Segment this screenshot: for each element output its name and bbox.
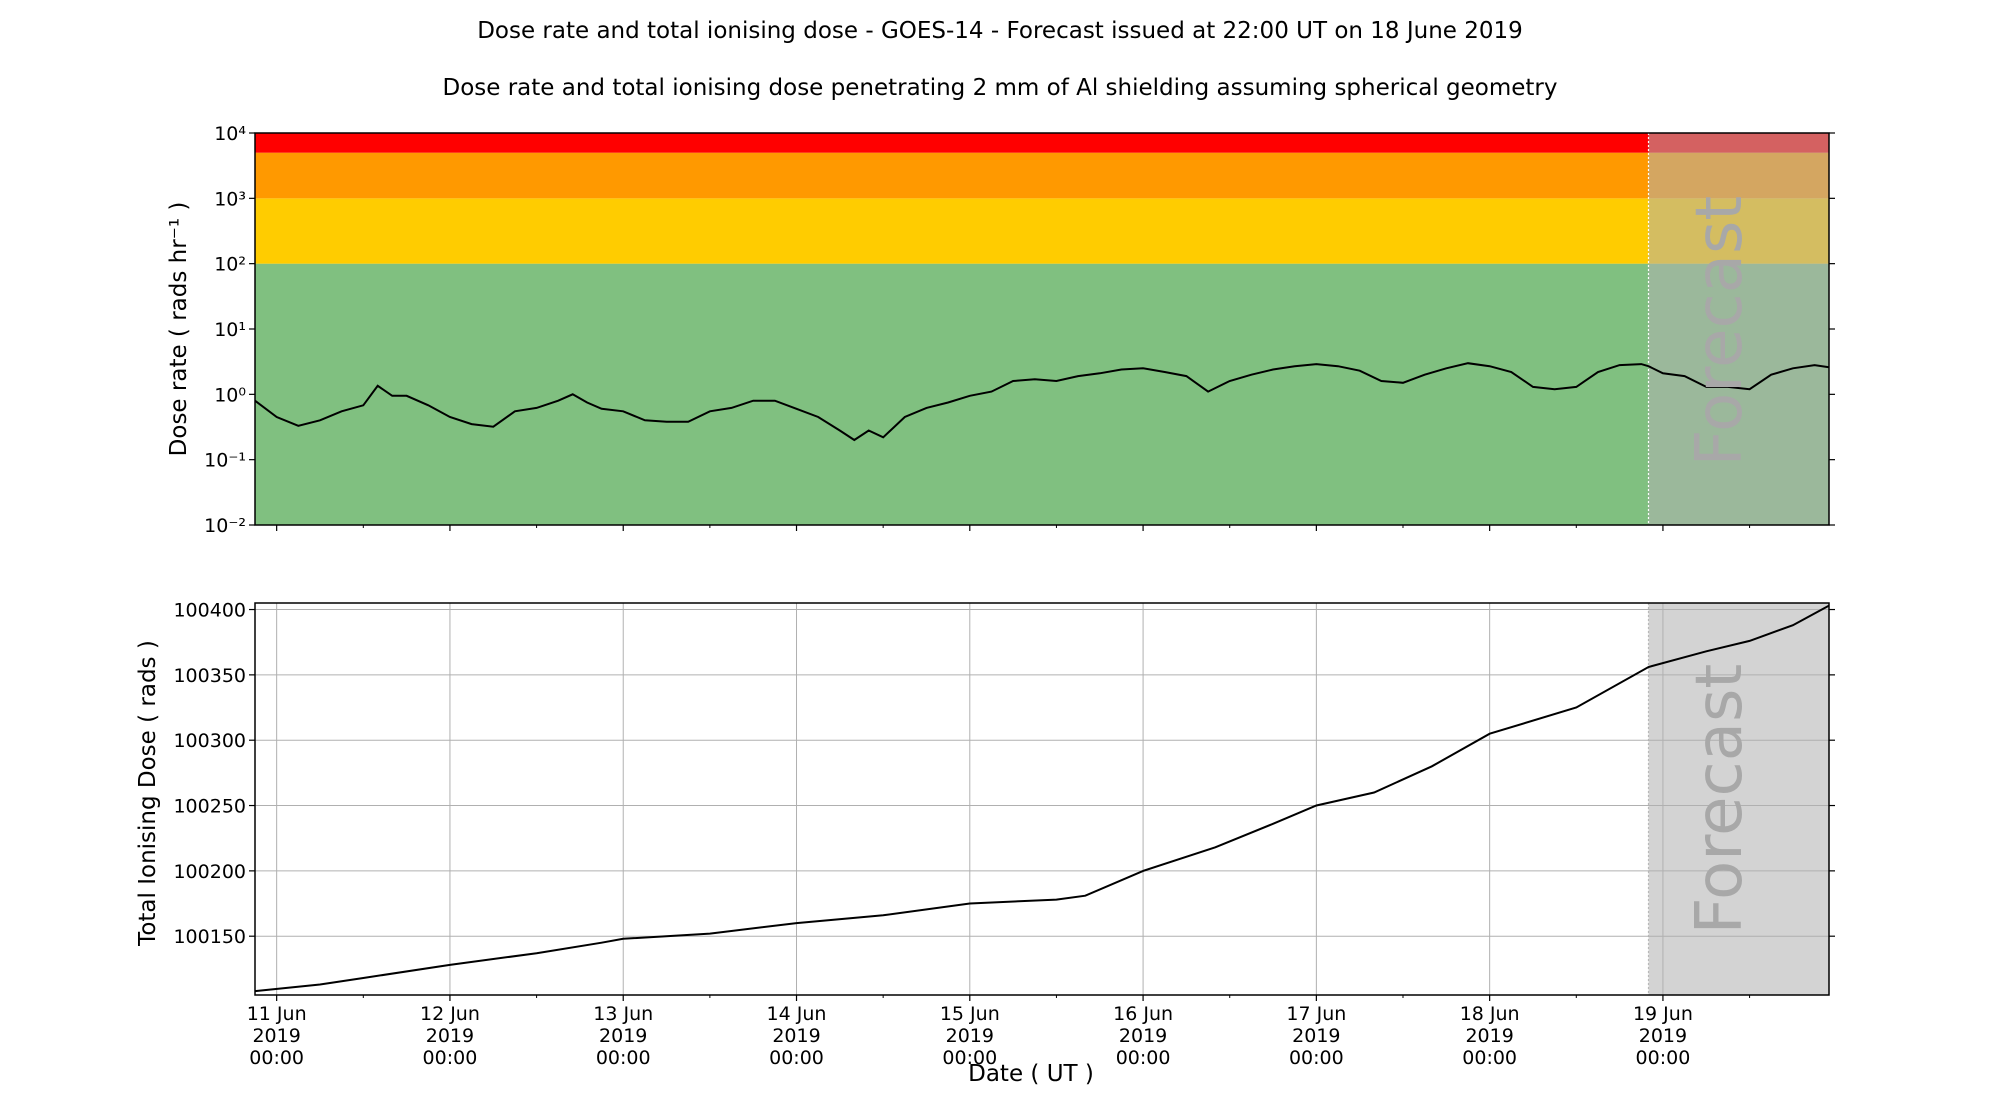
x-tick-label: 13 Jun 2019 00:00: [593, 1003, 653, 1069]
dose-rate-y-tick-label: 10⁻²: [204, 515, 246, 537]
total-dose-y-tick-label: 100150: [173, 926, 246, 948]
dose-rate-y-tick-label: 10¹: [214, 319, 246, 341]
band-yellow: [255, 198, 1829, 264]
chart-title: Dose rate and total ionising dose - GOES…: [477, 18, 1523, 44]
total-dose-y-tick-label: 100250: [173, 796, 246, 818]
dose-rate-y-tick-label: 10³: [214, 188, 246, 210]
x-tick-label: 17 Jun 2019 00:00: [1286, 1003, 1346, 1069]
total-dose-frame: [254, 602, 1830, 996]
dose-rate-y-tick-label: 10⁰: [214, 384, 246, 406]
total-dose-plot: 100150 100200 100250 100300 100350 100400 11 J…: [173, 600, 1835, 1069]
total-dose-y-tick-label: 100350: [173, 665, 246, 687]
dose-rate-y-tick-label: 10⁴: [214, 123, 246, 145]
forecast-shade-bottom: [1648, 603, 1829, 995]
x-axis-label: Date ( UT ): [968, 1061, 1094, 1087]
band-green: [255, 263, 1829, 525]
x-tick-label: 18 Jun 2019 00:00: [1460, 1003, 1520, 1069]
dose-rate-y-tick-label: 10⁻¹: [204, 450, 246, 472]
x-tick-label: 19 Jun 2019 00:00: [1633, 1003, 1693, 1069]
forecast-shade-top: [1648, 133, 1829, 525]
dose-rate-y-axis-label: Dose rate ( rads hr⁻¹ ): [166, 202, 192, 457]
forecast-label-bottom: Forecast: [1683, 664, 1757, 935]
forecast-label-top: Forecast: [1683, 196, 1757, 467]
total-dose-series-line: [254, 604, 1830, 993]
band-red: [255, 133, 1829, 153]
x-tick-label: 15 Jun 2019 00:00: [940, 1003, 1000, 1069]
dose-rate-y-tick-label: 10²: [214, 254, 246, 276]
dose-rate-frame: [254, 132, 1830, 526]
chart-subtitle: Dose rate and total ionising dose penetr…: [442, 75, 1558, 101]
x-tick-label: 14 Jun 2019 00:00: [767, 1003, 827, 1069]
x-tick-label: 12 Jun 2019 00:00: [420, 1003, 480, 1069]
total-dose-y-tick-label: 100200: [173, 861, 246, 883]
band-orange: [255, 152, 1829, 199]
total-dose-y-tick-label: 100400: [173, 600, 246, 622]
dose-rate-series-line: [254, 362, 1830, 442]
x-tick-label: 11 Jun 2019 00:00: [247, 1003, 307, 1069]
total-dose-y-axis-label: Total Ionising Dose ( rads ): [135, 640, 161, 947]
dose-rate-plot: 10⁻² 10⁻¹ 10⁰ 10¹ 10² 10³ 10⁴: [204, 123, 1835, 537]
total-dose-y-tick-label: 100300: [173, 730, 246, 752]
x-tick-label: 16 Jun 2019 00:00: [1113, 1003, 1173, 1069]
